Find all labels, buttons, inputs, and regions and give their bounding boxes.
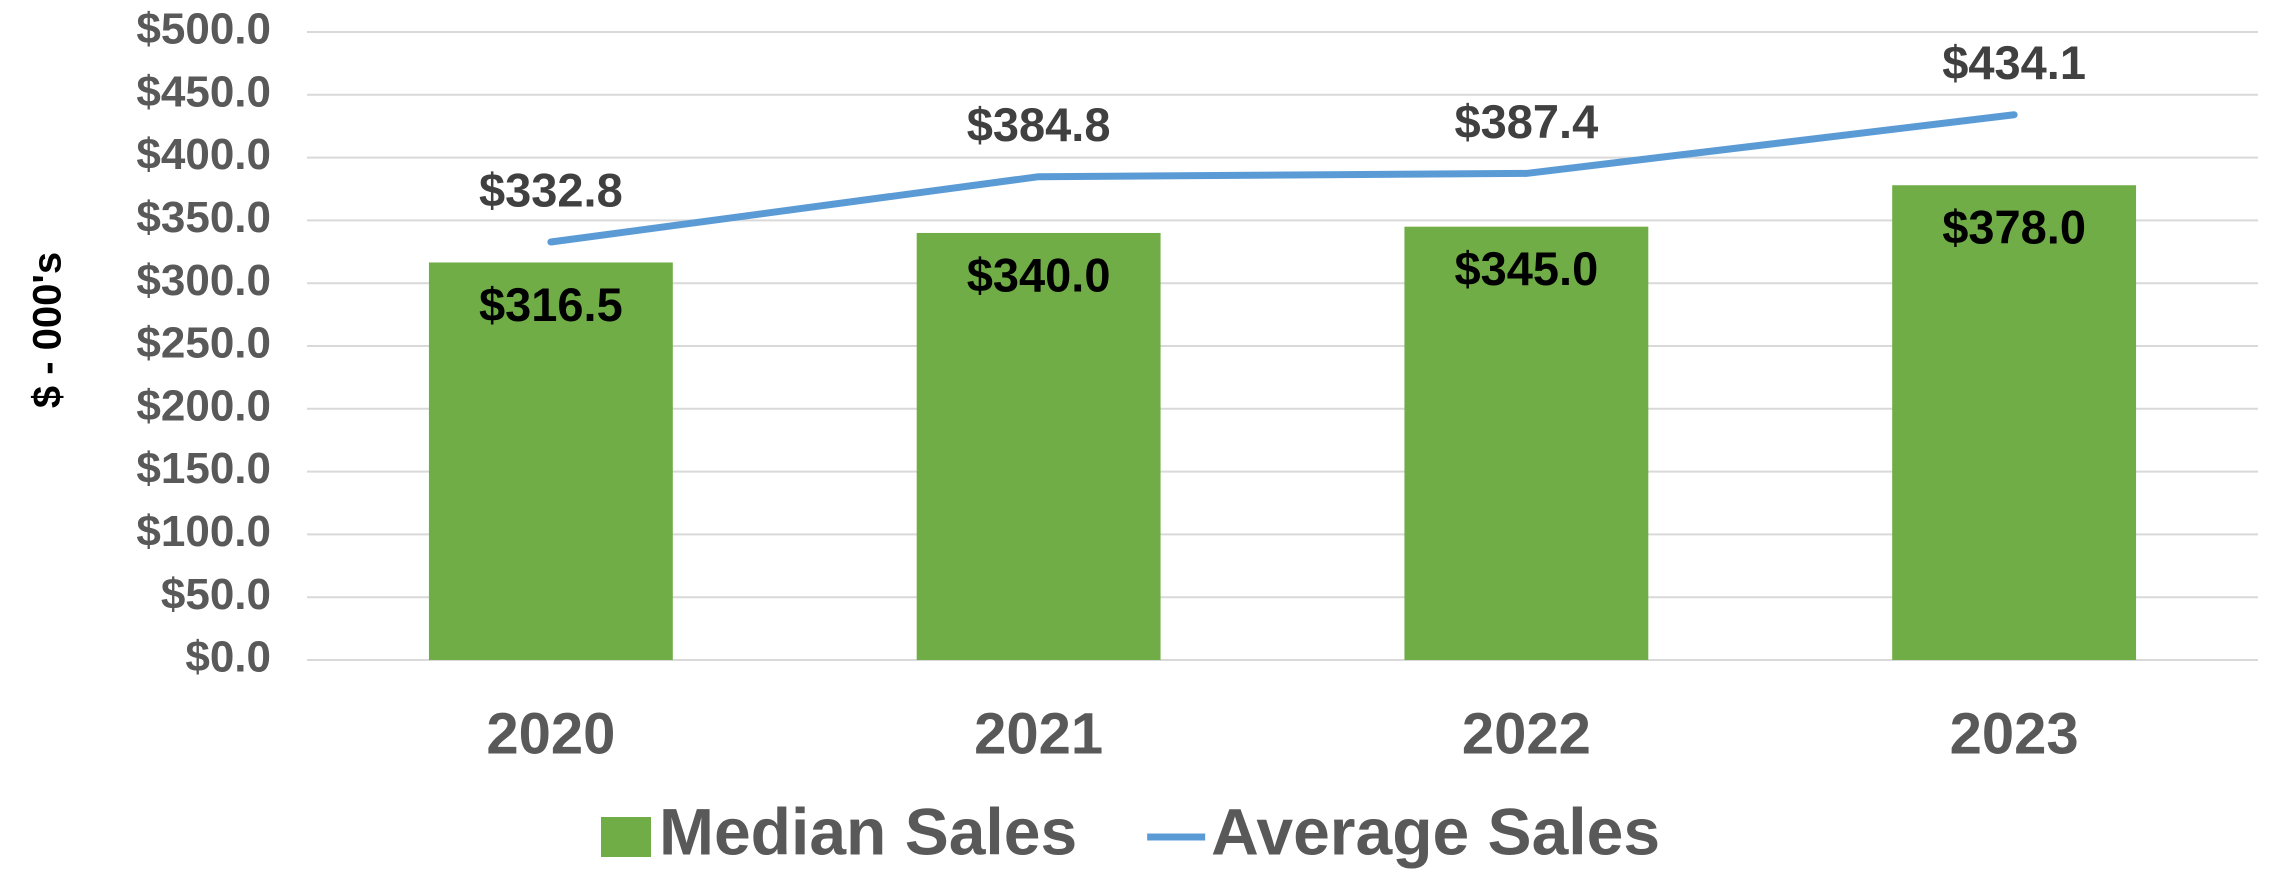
bar <box>1892 185 2137 660</box>
y-tick-label: $200.0 <box>136 381 271 430</box>
data-label: $332.8 <box>479 163 623 216</box>
data-label: $434.1 <box>1942 36 2086 89</box>
y-tick-label: $250.0 <box>136 319 271 368</box>
data-label: $384.8 <box>967 98 1111 151</box>
y-tick-label: $100.0 <box>136 507 271 556</box>
data-label: $340.0 <box>967 248 1111 301</box>
y-tick-label: $150.0 <box>136 444 271 493</box>
bar <box>428 262 673 660</box>
y-tick-label: $400.0 <box>136 130 271 179</box>
x-tick-label: 2021 <box>974 701 1103 766</box>
y-axis-label: $ - 000's <box>26 252 70 408</box>
y-tick-label: $450.0 <box>136 67 271 116</box>
data-label: $378.0 <box>1942 201 2086 254</box>
data-label: $387.4 <box>1454 95 1598 148</box>
line <box>547 111 2018 246</box>
bar <box>1404 226 1649 660</box>
y-tick-label: $500.0 <box>136 5 271 54</box>
x-tick-label: 2023 <box>1950 701 2079 766</box>
data-label: $316.5 <box>479 278 623 331</box>
legend-swatch <box>601 817 651 857</box>
bar <box>916 232 1161 660</box>
legend-label: Average Sales <box>1211 794 1660 868</box>
data-label: $345.0 <box>1454 242 1598 295</box>
x-tick-label: 2020 <box>486 701 615 766</box>
y-tick-label: $300.0 <box>136 256 271 305</box>
y-tick-label: $350.0 <box>136 193 271 242</box>
legend-label: Median Sales <box>659 794 1077 868</box>
y-tick-label: $0.0 <box>185 633 271 682</box>
y-tick-label: $50.0 <box>161 570 271 619</box>
x-tick-label: 2022 <box>1462 701 1591 766</box>
